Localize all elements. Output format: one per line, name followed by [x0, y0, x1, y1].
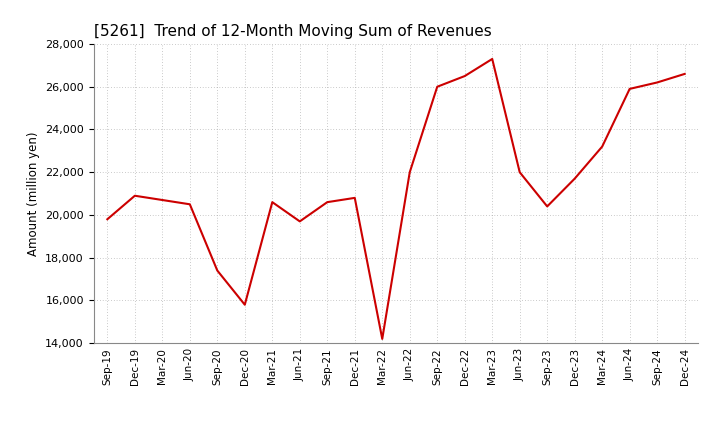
- Text: [5261]  Trend of 12-Month Moving Sum of Revenues: [5261] Trend of 12-Month Moving Sum of R…: [94, 24, 491, 39]
- Y-axis label: Amount (million yen): Amount (million yen): [27, 132, 40, 256]
